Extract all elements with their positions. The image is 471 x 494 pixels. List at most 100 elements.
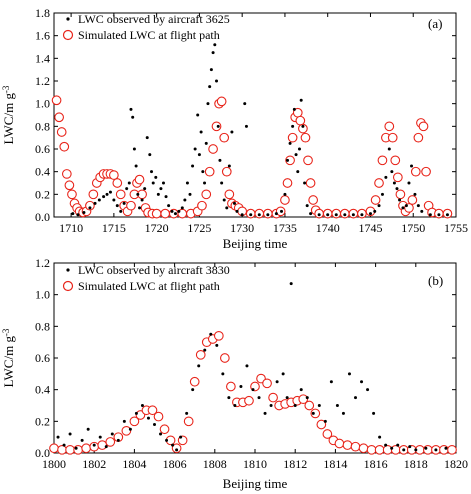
panel-b: 1800 1802 1804 1806 1808 1810 1812 1814 1816 1818… bbox=[1, 256, 468, 491]
simulated-point bbox=[410, 166, 421, 177]
simulated-point bbox=[57, 444, 67, 455]
observed-point bbox=[227, 396, 231, 400]
observed-point bbox=[401, 206, 405, 210]
x-tick-label: 1806 bbox=[163, 457, 187, 471]
simulated-point bbox=[221, 166, 232, 177]
simulated-point bbox=[81, 443, 92, 454]
y-tick-label: 1.8 bbox=[35, 6, 50, 20]
observed-point bbox=[380, 192, 384, 196]
observed-point bbox=[125, 187, 129, 191]
observed-point bbox=[201, 170, 205, 174]
panel-label-a: (a) bbox=[428, 16, 442, 31]
observed-point bbox=[305, 396, 309, 400]
observed-point bbox=[197, 364, 201, 368]
simulated-point bbox=[366, 444, 377, 455]
simulated-point bbox=[97, 440, 108, 450]
series-simulated-b bbox=[49, 330, 457, 455]
observed-point bbox=[424, 446, 428, 450]
simulated-point bbox=[159, 424, 170, 435]
simulated-point bbox=[308, 195, 319, 205]
simulated-point bbox=[121, 425, 132, 436]
observed-point bbox=[203, 348, 207, 352]
observed-point bbox=[68, 432, 72, 436]
observed-point bbox=[154, 175, 158, 179]
legend-a: LWC observed by aircraft 3625 Simulated … bbox=[62, 12, 230, 42]
observed-point bbox=[434, 448, 438, 452]
simulated-point bbox=[51, 95, 62, 106]
observed-point bbox=[269, 404, 273, 407]
x-tick-label: 1812 bbox=[283, 457, 307, 471]
observed-point bbox=[402, 448, 406, 452]
observed-point bbox=[378, 435, 382, 439]
observed-point bbox=[193, 147, 197, 151]
observed-point bbox=[390, 170, 394, 174]
observed-point bbox=[108, 190, 112, 194]
y-tick-label: 1.0 bbox=[35, 288, 50, 302]
simulated-point bbox=[390, 444, 401, 455]
series-observed-a bbox=[71, 43, 449, 217]
simulated-point bbox=[300, 132, 311, 143]
y-axis-ticks-b: 0.0 0.2 0.4 0.6 0.8 1.0 1.2 bbox=[35, 256, 456, 460]
axis-ticks-a: 1710 1715 1720 1725 1730 1735 1740 1745 1750 1755 bbox=[59, 13, 468, 235]
simulated-point bbox=[112, 178, 123, 188]
observed-point bbox=[227, 164, 231, 168]
observed-point bbox=[62, 443, 66, 447]
simulated-point bbox=[49, 443, 59, 454]
simulated-point bbox=[268, 392, 278, 403]
observed-point bbox=[281, 372, 285, 376]
simulated-point bbox=[423, 444, 433, 455]
observed-point bbox=[177, 209, 181, 213]
simulated-point bbox=[316, 419, 327, 430]
observed-point bbox=[143, 187, 147, 191]
observed-point bbox=[145, 136, 149, 140]
observed-point bbox=[347, 372, 351, 376]
simulated-point bbox=[350, 441, 361, 452]
observed-point bbox=[360, 380, 364, 384]
observed-point bbox=[235, 209, 239, 213]
observed-point bbox=[445, 213, 449, 217]
y-tick-label: 0.2 bbox=[35, 187, 50, 201]
observed-point bbox=[266, 213, 270, 217]
observed-point bbox=[292, 107, 296, 111]
y-axis-label-a: LWC/m g-3 bbox=[1, 85, 16, 144]
x-tick-label: 1816 bbox=[364, 457, 388, 471]
simulated-point bbox=[303, 155, 313, 166]
simulated-point bbox=[160, 208, 171, 219]
observed-point bbox=[257, 396, 261, 400]
observed-point bbox=[288, 141, 292, 145]
observed-point bbox=[233, 404, 237, 407]
simulated-point bbox=[201, 189, 212, 200]
simulated-point bbox=[171, 443, 182, 454]
observed-point bbox=[119, 209, 123, 213]
observed-point bbox=[305, 204, 309, 208]
observed-point bbox=[140, 198, 144, 202]
simulated-point bbox=[262, 378, 272, 389]
y-axis-label-a-main: LWC/m g bbox=[1, 93, 16, 145]
observed-point bbox=[211, 51, 215, 55]
observed-point bbox=[213, 43, 217, 47]
legend-b-observed-label: LWC observed by aircraft 3830 bbox=[78, 263, 230, 277]
observed-point bbox=[404, 204, 408, 208]
observed-point bbox=[334, 213, 338, 217]
observed-point bbox=[263, 411, 267, 415]
observed-point bbox=[153, 423, 156, 426]
y-axis-label-b-sup: -3 bbox=[1, 328, 11, 336]
legend-a-observed-label: LWC observed by aircraft 3625 bbox=[78, 12, 230, 26]
observed-point bbox=[351, 213, 355, 217]
observed-point bbox=[335, 404, 339, 407]
simulated-point bbox=[67, 189, 77, 200]
x-tick-label: 1810 bbox=[243, 457, 267, 471]
observed-point bbox=[216, 124, 220, 128]
observed-point bbox=[185, 181, 189, 185]
observed-point bbox=[165, 438, 169, 442]
observed-point bbox=[360, 213, 364, 217]
observed-point bbox=[199, 130, 203, 134]
observed-point bbox=[215, 343, 219, 347]
observed-point bbox=[215, 79, 219, 83]
observed-point bbox=[134, 164, 138, 168]
observed-point bbox=[140, 404, 144, 407]
observed-point bbox=[240, 213, 244, 217]
simulated-point bbox=[370, 195, 381, 205]
simulated-point bbox=[226, 381, 236, 392]
